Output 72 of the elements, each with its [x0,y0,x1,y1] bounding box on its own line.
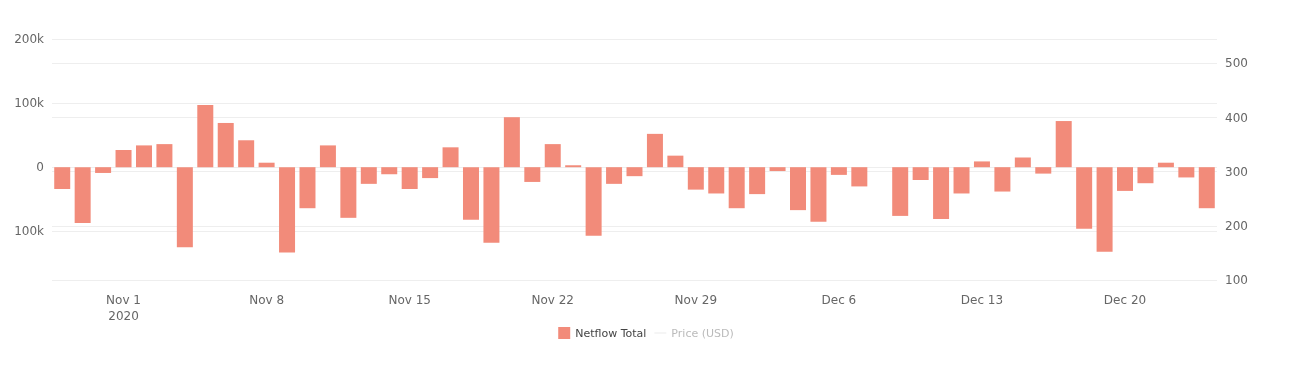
x-tick-label: Dec 20 [1103,293,1147,307]
bar [401,167,418,189]
bar [1055,121,1072,168]
bar [422,167,439,179]
x-tick-label: Nov 29 [674,293,718,307]
bar [299,167,316,209]
bar [728,167,745,209]
bar [749,167,766,195]
bar [973,161,990,168]
x-tick-label: Nov 22 [531,293,574,307]
bar [626,167,643,177]
bar [1137,167,1154,184]
bar [953,167,970,194]
bar [544,144,561,168]
x-tick-label: Nov 15 [388,293,431,307]
bar [197,105,214,168]
bar [687,167,704,190]
bar [912,167,929,181]
y2-tick-label: 100 [1225,273,1248,287]
bar [810,167,827,222]
bar [646,133,663,168]
legend-label: Netflow Total [575,326,647,340]
bar [585,167,602,236]
bar [1014,157,1031,168]
y2-tick-label: 200 [1225,218,1248,233]
bar [95,167,112,173]
x-tick-label: Nov 1 2020 [106,293,141,323]
bar [360,167,377,184]
y-tick-label: 100k [14,96,45,111]
x-tick-label: Nov 8 [249,293,285,307]
y2-tick-label: 400 [1225,110,1248,125]
bar [462,167,479,220]
bar [279,167,296,253]
bar [851,167,868,187]
bar [442,147,459,168]
bar [340,167,357,218]
bar [176,167,193,248]
bar [892,167,909,216]
x-tick-label: Dec 13 [960,293,1004,307]
bar [708,167,725,194]
bar [524,167,541,182]
bar [483,167,500,243]
x-tick-label: Dec 6 [821,293,857,307]
bar [1198,167,1215,209]
bar [503,117,520,168]
bar [1035,167,1052,174]
bar [790,167,807,211]
bar [1117,167,1134,191]
bar [769,167,786,172]
bar [381,167,398,175]
bar [135,145,152,168]
bar [933,167,950,220]
bar [830,167,847,175]
bar [217,122,234,168]
bar [1096,167,1113,252]
y-tick-label: 0 [36,160,44,175]
y2-tick-label: 500 [1225,56,1248,71]
bar [319,145,336,168]
legend-label: Price (USD) [671,326,734,340]
y-tick-label: 200k [14,32,45,46]
bar [74,167,91,223]
bar [156,144,173,168]
bar [994,167,1011,192]
y-tick-label: 100k [14,224,45,239]
bar [606,167,623,184]
bar [54,167,71,189]
bar [667,155,684,168]
bar [238,140,255,168]
bar [1178,167,1195,178]
y2-tick-label: 300 [1225,164,1248,179]
bar [1076,167,1093,229]
bar [115,149,132,168]
